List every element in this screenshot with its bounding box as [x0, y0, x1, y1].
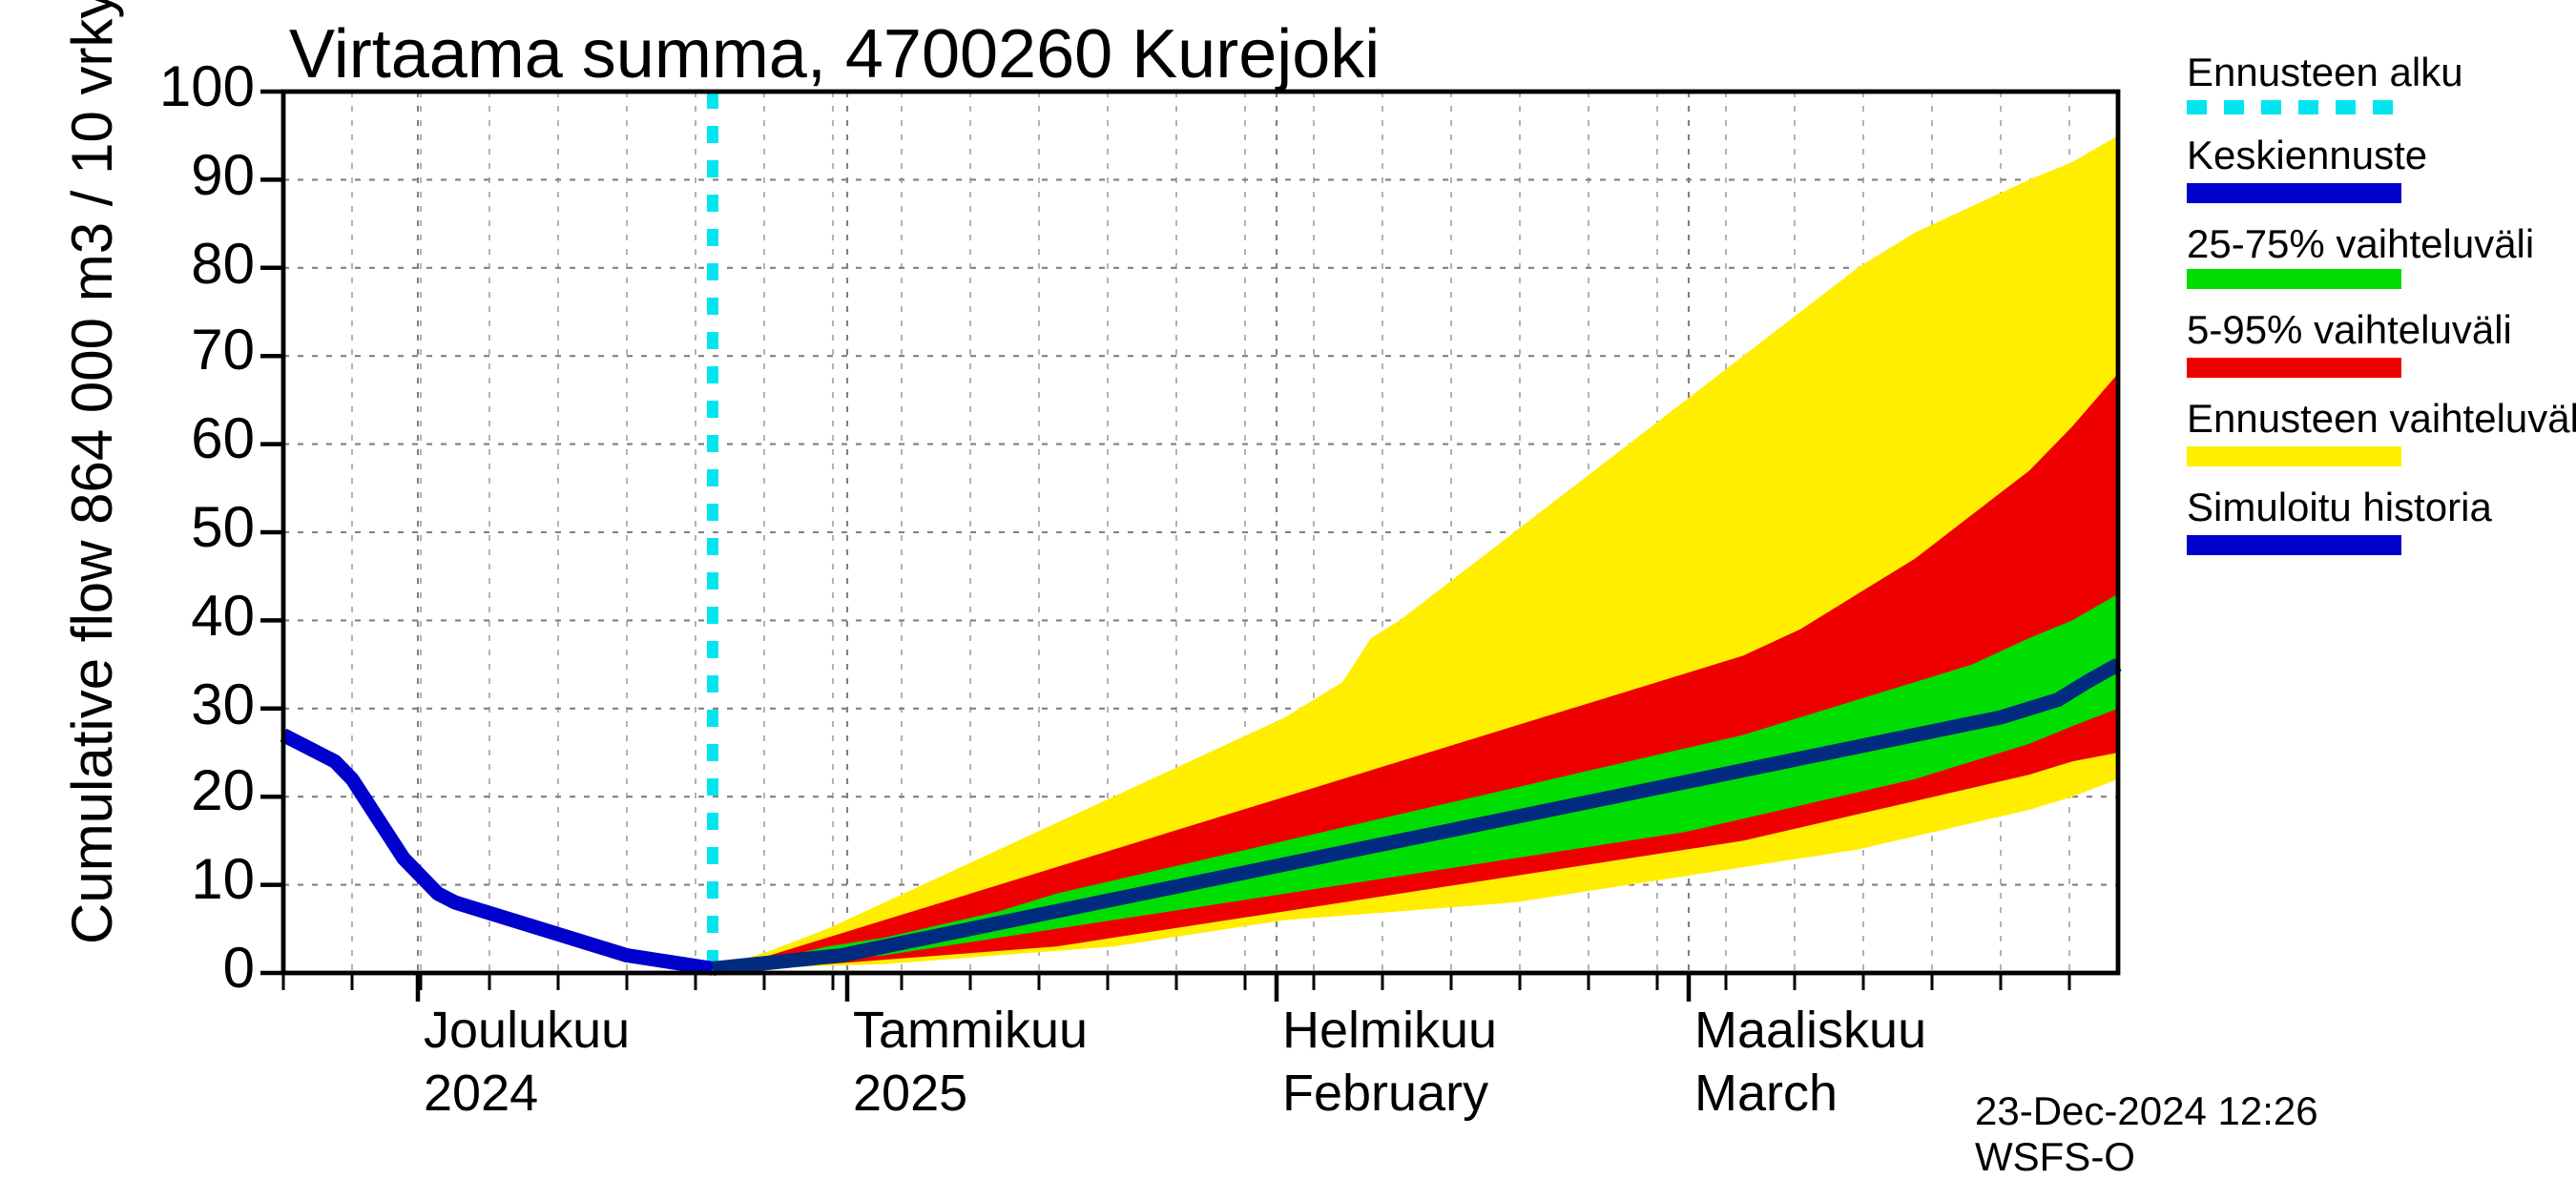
legend: Ennusteen alku Keskiennuste 25-75% vaihtel…	[2187, 49, 2401, 571]
legend-item: Ennusteen alku	[2187, 49, 2401, 114]
footer-timestamp: 23-Dec-2024 12:26 WSFS-O	[1975, 1087, 2433, 1179]
legend-label: Simuloitu historia	[2187, 484, 2401, 531]
legend-swatch	[2187, 99, 2401, 114]
plot-area	[283, 92, 2118, 973]
y-axis-label: Cumulative flow 864 000 m3 / 10 vrky	[63, 0, 129, 944]
y-tick-label: 60	[140, 410, 255, 476]
y-tick-label: 20	[140, 762, 255, 828]
y-tick-label: 80	[140, 234, 255, 300]
x-month-label-bottom: February	[1282, 1065, 1488, 1125]
chart-container: Virtaama summa, 4700260 Kurejoki Cumulat…	[0, 0, 2433, 1145]
legend-swatch	[2187, 446, 2401, 466]
chart-title: Virtaama summa, 4700260 Kurejoki	[289, 17, 1380, 97]
y-tick-label: 0	[140, 939, 255, 1004]
x-month-label-top: Joulukuu	[424, 1002, 630, 1062]
legend-swatch	[2187, 359, 2401, 379]
y-tick-label: 40	[140, 586, 255, 652]
legend-item: Ennusteen vaihteluväli	[2187, 396, 2401, 466]
legend-label: Ennusteen alku	[2187, 49, 2401, 96]
legend-label: 25-75% vaihteluväli	[2187, 219, 2401, 267]
legend-item: Simuloitu historia	[2187, 484, 2401, 554]
y-tick-label: 10	[140, 851, 255, 917]
legend-item: Keskiennuste	[2187, 131, 2401, 201]
legend-label: Ennusteen vaihteluväli	[2187, 396, 2401, 444]
y-tick-label: 90	[140, 145, 255, 211]
legend-label: 5-95% vaihteluväli	[2187, 307, 2401, 355]
x-month-label-bottom: March	[1694, 1065, 1838, 1125]
legend-item: 5-95% vaihteluväli	[2187, 307, 2401, 378]
legend-swatch	[2187, 270, 2401, 290]
x-month-label-top: Maaliskuu	[1694, 1002, 1926, 1062]
legend-item: 25-75% vaihteluväli	[2187, 219, 2401, 290]
y-tick-label: 50	[140, 498, 255, 564]
legend-swatch	[2187, 534, 2401, 554]
legend-swatch	[2187, 182, 2401, 202]
y-tick-label: 30	[140, 674, 255, 740]
x-month-label-top: Helmikuu	[1282, 1002, 1497, 1062]
legend-label: Keskiennuste	[2187, 131, 2401, 178]
x-month-label-bottom: 2024	[424, 1065, 538, 1125]
y-tick-label: 70	[140, 321, 255, 387]
x-month-label-top: Tammikuu	[853, 1002, 1088, 1062]
y-tick-label: 100	[140, 57, 255, 123]
x-month-label-bottom: 2025	[853, 1065, 967, 1125]
